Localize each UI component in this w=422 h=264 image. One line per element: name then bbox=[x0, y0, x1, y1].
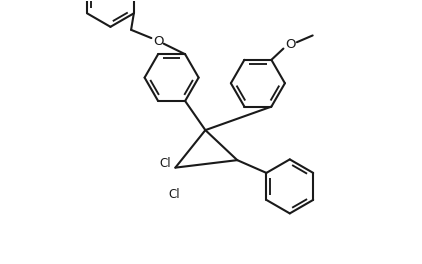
Text: O: O bbox=[153, 35, 163, 48]
Text: Cl: Cl bbox=[169, 188, 181, 201]
Text: O: O bbox=[285, 38, 295, 51]
Text: Cl: Cl bbox=[159, 157, 171, 170]
